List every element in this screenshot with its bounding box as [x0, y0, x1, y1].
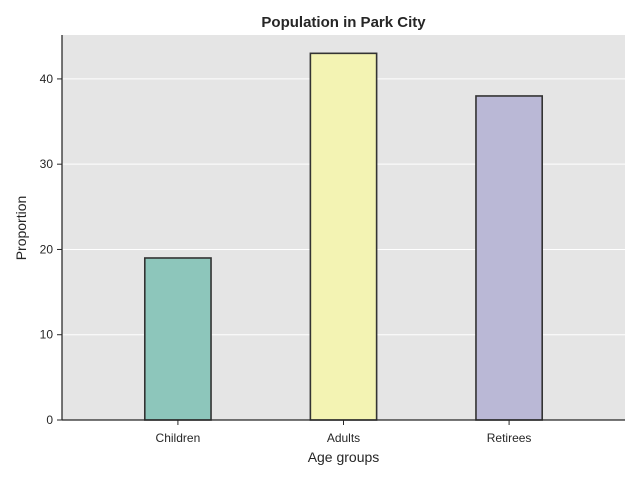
y-tick-label: 10: [40, 328, 54, 342]
y-tick-label: 0: [46, 413, 53, 427]
y-ticks: 0 10 20 30 40: [40, 72, 62, 427]
y-axis-label: Proportion: [13, 196, 29, 261]
bar-retirees: [475, 95, 544, 421]
x-ticks: Children Adults Retirees: [156, 420, 532, 445]
bar-children: [143, 257, 212, 421]
bar-adults: [309, 52, 378, 421]
y-tick-label: 30: [40, 157, 54, 171]
y-tick-label: 20: [40, 242, 54, 256]
chart-title: Population in Park City: [261, 14, 426, 31]
x-tick-label: Retirees: [487, 431, 532, 445]
x-axis-label: Age groups: [308, 449, 380, 465]
y-tick-label: 40: [40, 72, 54, 86]
x-tick-label: Children: [156, 431, 201, 445]
x-tick-label: Adults: [327, 431, 360, 445]
